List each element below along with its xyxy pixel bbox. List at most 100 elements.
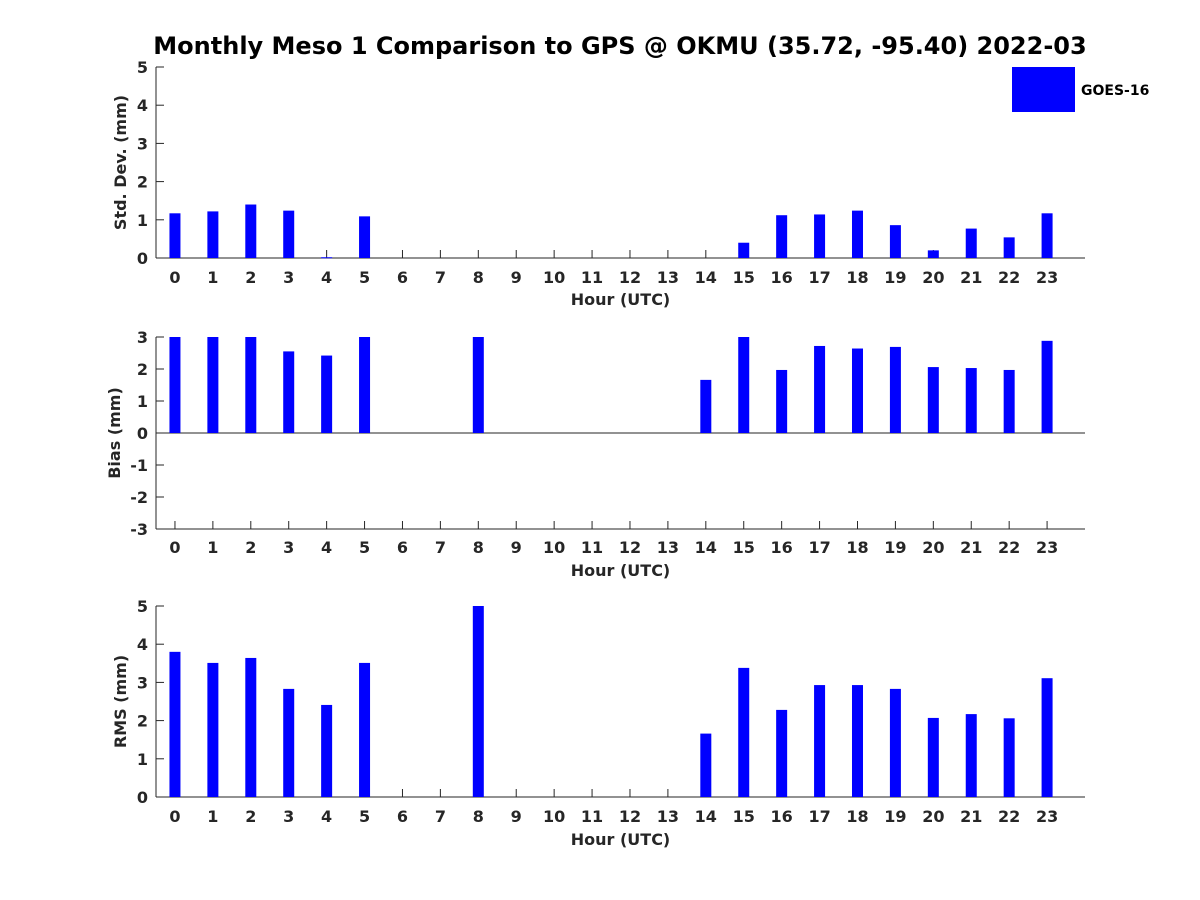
- rms-x-tick-label: 9: [511, 807, 522, 826]
- stddev-bar-hour-21: [965, 228, 977, 258]
- stddev-bar-hour-22: [1003, 237, 1015, 258]
- rms-bar-hour-23: [1041, 678, 1053, 797]
- bias-y-tick-label: -2: [130, 488, 148, 507]
- stddev-x-tick-label: 9: [511, 268, 522, 287]
- stddev-bar-hour-15: [738, 242, 750, 258]
- bias-x-tick-label: 3: [283, 538, 294, 557]
- stddev-x-tick-label: 8: [473, 268, 484, 287]
- rms-x-tick-label: 21: [960, 807, 982, 826]
- rms-x-tick-label: 20: [922, 807, 944, 826]
- stddev-bar-hour-0: [169, 213, 181, 258]
- bias-x-tick-label: 0: [169, 538, 180, 557]
- bias-bar-hour-3: [283, 351, 295, 433]
- stddev-y-tick-label: 3: [137, 134, 148, 153]
- rms-x-tick-label: 11: [581, 807, 603, 826]
- rms-bar-hour-19: [889, 688, 901, 797]
- bias-x-tick-label: 5: [359, 538, 370, 557]
- bias-bar-hour-8: [472, 337, 484, 433]
- rms-x-tick-label: 23: [1036, 807, 1058, 826]
- stddev-x-tick-label: 22: [998, 268, 1020, 287]
- rms-x-tick-label: 2: [245, 807, 256, 826]
- rms-y-tick-label: 5: [137, 597, 148, 616]
- bias-bar-hour-2: [245, 337, 257, 433]
- rms-x-tick-label: 18: [846, 807, 868, 826]
- rms-x-tick-label: 17: [808, 807, 830, 826]
- bias-bar-hour-5: [359, 337, 371, 433]
- rms-bar-hour-18: [851, 685, 863, 797]
- stddev-x-tick-label: 21: [960, 268, 982, 287]
- rms-bar-hour-0: [169, 651, 181, 797]
- bias-x-tick-label: 16: [771, 538, 793, 557]
- legend: GOES-16: [1012, 67, 1149, 112]
- bias-x-tick-label: 19: [884, 538, 906, 557]
- rms-x-tick-label: 16: [771, 807, 793, 826]
- stddev-x-tick-label: 3: [283, 268, 294, 287]
- rms-bar-hour-2: [245, 657, 257, 797]
- rms-bar-hour-15: [738, 667, 750, 797]
- stddev-bar-hour-16: [776, 215, 788, 258]
- bias-y-tick-label: 2: [137, 360, 148, 379]
- stddev-x-tick-label: 4: [321, 268, 332, 287]
- rms-bar-hour-8: [472, 606, 484, 797]
- stddev-x-tick-label: 1: [207, 268, 218, 287]
- rms-x-tick-label: 3: [283, 807, 294, 826]
- rms-x-tick-label: 0: [169, 807, 180, 826]
- rms-bar-hour-21: [965, 714, 977, 797]
- bias-bar-hour-19: [889, 346, 901, 433]
- stddev-bar-hour-18: [851, 210, 863, 258]
- stddev-x-tick-label: 17: [808, 268, 830, 287]
- bias-x-tick-label: 9: [511, 538, 522, 557]
- stddev-bar-hour-17: [814, 214, 826, 258]
- bias-bar-hour-17: [814, 345, 826, 433]
- rms-y-tick-label: 3: [137, 673, 148, 692]
- rms-x-tick-label: 5: [359, 807, 370, 826]
- bias-bar-hour-4: [321, 355, 333, 433]
- bias-x-tick-label: 22: [998, 538, 1020, 557]
- bias-bar-hour-14: [700, 379, 712, 433]
- rms-x-tick-label: 10: [543, 807, 565, 826]
- rms-x-tick-label: 8: [473, 807, 484, 826]
- bias-x-tick-label: 20: [922, 538, 944, 557]
- stddev-x-tick-label: 18: [846, 268, 868, 287]
- stddev-x-tick-label: 20: [922, 268, 944, 287]
- rms-x-tick-label: 7: [435, 807, 446, 826]
- bias-x-tick-label: 10: [543, 538, 565, 557]
- bias-bar-hour-1: [207, 337, 219, 433]
- stddev-x-tick-label: 12: [619, 268, 641, 287]
- rms-y-tick-label: 2: [137, 712, 148, 731]
- bias-bar-hour-16: [776, 369, 788, 433]
- stddev-x-tick-label: 11: [581, 268, 603, 287]
- bias-y-tick-label: 3: [137, 328, 148, 347]
- bias-x-tick-label: 7: [435, 538, 446, 557]
- stddev-y-tick-label: 4: [137, 96, 148, 115]
- bias-bar-hour-15: [738, 337, 750, 433]
- stddev-x-tick-label: 16: [771, 268, 793, 287]
- stddev-x-tick-label: 14: [695, 268, 717, 287]
- rms-x-tick-label: 6: [397, 807, 408, 826]
- rms-x-tick-label: 13: [657, 807, 679, 826]
- rms-y-axis-label: RMS (mm): [111, 655, 130, 748]
- stddev-y-tick-label: 0: [137, 249, 148, 268]
- stddev-bar-hour-23: [1041, 213, 1053, 258]
- rms-bar-hour-3: [283, 688, 295, 797]
- bias-x-tick-label: 12: [619, 538, 641, 557]
- rms-bar-hour-4: [321, 704, 333, 797]
- rms-x-tick-label: 12: [619, 807, 641, 826]
- bias-x-tick-label: 1: [207, 538, 218, 557]
- rms-bar-hour-22: [1003, 718, 1015, 797]
- stddev-x-tick-label: 0: [169, 268, 180, 287]
- stddev-x-tick-label: 13: [657, 268, 679, 287]
- stddev-bar-hour-19: [889, 225, 901, 258]
- bias-x-tick-label: 8: [473, 538, 484, 557]
- stddev-x-tick-label: 6: [397, 268, 408, 287]
- chart-title: Monthly Meso 1 Comparison to GPS @ OKMU …: [153, 32, 1086, 60]
- bias-x-tick-label: 21: [960, 538, 982, 557]
- rms-y-tick-label: 1: [137, 750, 148, 769]
- stddev-x-tick-label: 7: [435, 268, 446, 287]
- rms-x-tick-label: 22: [998, 807, 1020, 826]
- bias-x-tick-label: 11: [581, 538, 603, 557]
- stddev-bar-hour-1: [207, 211, 219, 258]
